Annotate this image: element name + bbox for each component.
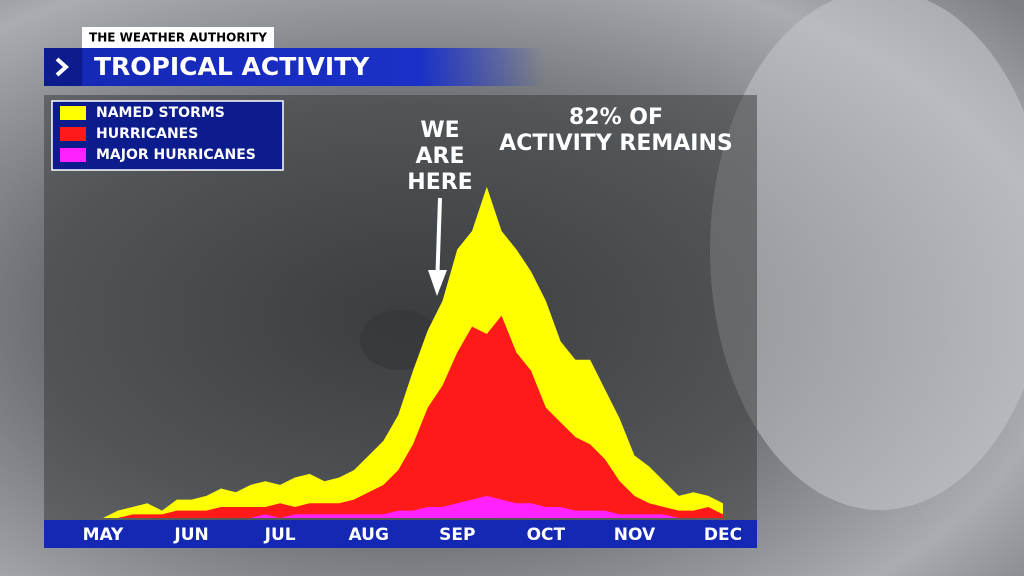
- x-tick-label: SEP: [439, 525, 475, 545]
- chevron: [55, 57, 70, 77]
- chart-title: TROPICAL ACTIVITY: [94, 52, 370, 81]
- x-tick-label: AUG: [349, 525, 389, 545]
- legend-swatch: [60, 148, 86, 162]
- x-tick-label: DEC: [704, 525, 742, 545]
- annotation: WE ARE HERE: [407, 118, 473, 195]
- arrow-head: [428, 270, 447, 296]
- legend: [51, 100, 284, 171]
- cloud: [710, 0, 1024, 510]
- x-tick-label: MAY: [83, 525, 124, 545]
- x-tick-label: NOV: [614, 525, 656, 545]
- area: [103, 495, 723, 518]
- legend-label: NAMED STORMS: [96, 105, 225, 121]
- brand: THE WEATHER AUTHORITY: [89, 31, 267, 45]
- x-tick-label: JUL: [264, 525, 296, 545]
- brand-box: [82, 27, 274, 48]
- legend-swatch: [60, 106, 86, 120]
- title-bar: [44, 48, 544, 86]
- x-tick-label: JUN: [173, 525, 208, 545]
- x-tick-label: OCT: [527, 525, 566, 545]
- annotation: 82% OF ACTIVITY REMAINS: [499, 105, 733, 156]
- legend-label: MAJOR HURRICANES: [96, 147, 256, 163]
- area: [103, 315, 723, 518]
- x-axis-band: [44, 520, 757, 548]
- legend-swatch: [60, 127, 86, 141]
- legend-label: HURRICANES: [96, 126, 198, 142]
